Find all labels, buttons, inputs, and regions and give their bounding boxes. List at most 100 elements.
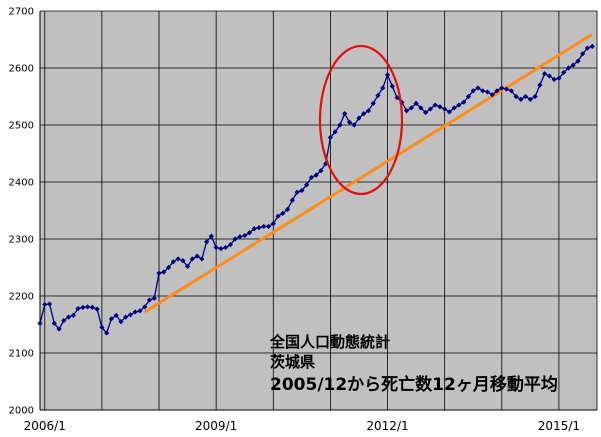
data-point <box>461 99 467 105</box>
annotation: 全国人口動態統計 茨城県 2005/12から死亡数12ヶ月移動平均 <box>269 333 558 395</box>
data-point <box>313 172 319 178</box>
data-point <box>161 269 167 275</box>
data-point <box>151 295 157 301</box>
data-point <box>94 306 100 312</box>
data-point <box>508 88 514 94</box>
y-tick-label: 2000 <box>9 406 34 417</box>
data-point <box>108 316 115 322</box>
data-point <box>584 45 591 51</box>
data-point <box>242 232 248 239</box>
data-point <box>456 102 462 108</box>
y-tick-label: 2500 <box>9 121 34 132</box>
data-point <box>303 182 310 188</box>
data-point <box>204 239 210 245</box>
data-point <box>280 210 286 216</box>
data-point <box>189 256 195 262</box>
data-point <box>565 65 572 71</box>
data-point <box>308 174 314 181</box>
x-tick-label: 2015/1 <box>538 419 580 433</box>
data-point <box>132 309 138 315</box>
data-point <box>208 233 214 239</box>
data-point <box>346 119 353 125</box>
y-tick-label: 2100 <box>9 349 34 360</box>
data-point <box>489 92 495 98</box>
data-point <box>142 304 148 310</box>
data-point <box>356 115 362 121</box>
data-point <box>165 264 172 271</box>
x-tick-label: 2009/1 <box>195 419 237 433</box>
series-markers <box>37 43 595 336</box>
data-point <box>218 246 224 252</box>
data-point <box>65 314 72 320</box>
data-point <box>480 88 486 94</box>
data-point <box>375 92 381 98</box>
data-point <box>465 93 472 100</box>
data-point <box>494 88 500 94</box>
data-point <box>261 223 267 230</box>
data-point <box>361 111 367 117</box>
data-point <box>61 317 67 324</box>
data-point <box>127 312 134 318</box>
data-point <box>442 106 448 112</box>
data-point <box>318 168 324 174</box>
data-point <box>294 189 300 195</box>
data-point <box>42 301 48 308</box>
y-tick-label: 2400 <box>9 178 34 189</box>
data-point <box>556 75 562 81</box>
data-point <box>199 256 205 262</box>
data-point <box>327 134 334 141</box>
grid <box>40 11 597 410</box>
data-point <box>56 326 62 332</box>
data-point <box>194 253 200 259</box>
data-point <box>580 51 586 57</box>
data-point <box>513 93 519 100</box>
data-point <box>213 244 219 251</box>
data-point <box>146 297 153 303</box>
data-point <box>499 85 505 91</box>
data-point <box>403 108 410 114</box>
data-point <box>75 305 81 312</box>
data-point <box>85 304 91 310</box>
trend-line <box>143 33 594 314</box>
data-point <box>427 106 433 112</box>
data-point <box>546 73 552 79</box>
data-point <box>561 69 567 76</box>
data-point <box>113 312 119 318</box>
data-point <box>170 259 176 265</box>
data-point <box>80 304 86 310</box>
annotation-line-3: 2005/12から死亡数12ヶ月移動平均 <box>270 374 558 395</box>
data-point <box>370 100 376 106</box>
data-point <box>37 320 43 326</box>
data-point <box>246 230 253 236</box>
data-point <box>46 301 53 307</box>
data-point <box>351 122 357 128</box>
data-point <box>265 223 272 230</box>
data-point <box>437 104 443 110</box>
data-point <box>118 319 124 325</box>
y-tick-label: 2700 <box>9 7 34 18</box>
data-point <box>503 86 510 92</box>
data-point <box>270 221 276 227</box>
data-point <box>542 71 548 77</box>
data-point <box>589 43 595 49</box>
data-point <box>289 197 295 203</box>
data-point <box>532 93 538 100</box>
data-point <box>89 304 95 310</box>
data-point <box>432 102 438 108</box>
data-point <box>175 256 181 262</box>
data-point <box>232 236 238 242</box>
annotation-line-2: 茨城県 <box>270 353 315 371</box>
data-point <box>394 95 400 101</box>
data-point <box>522 93 529 100</box>
y-tick-label: 2600 <box>9 64 34 75</box>
x-tick-label: 2006/1 <box>24 419 66 433</box>
highlight-circle <box>318 44 404 196</box>
data-point <box>104 330 110 336</box>
data-point <box>180 258 186 264</box>
data-point <box>137 308 143 314</box>
axes <box>39 10 598 411</box>
y-tick-label: 2300 <box>9 235 34 246</box>
data-point <box>551 76 557 82</box>
data-point <box>156 270 162 276</box>
data-point <box>123 314 129 320</box>
